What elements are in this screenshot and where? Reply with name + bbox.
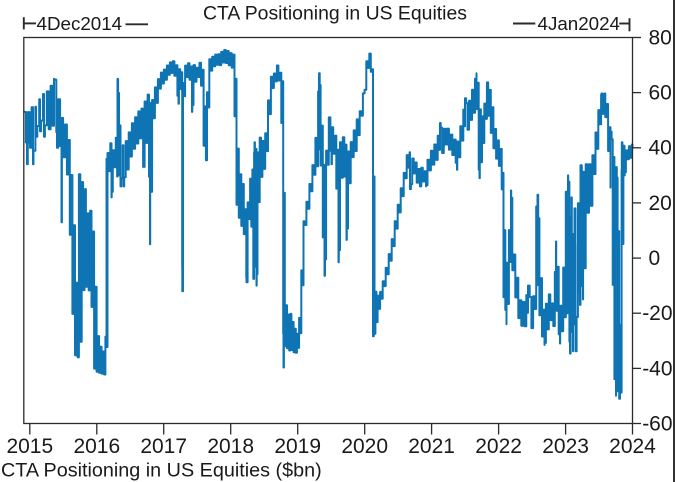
svg-text:4Dec2014: 4Dec2014 — [37, 13, 123, 34]
svg-text:2021: 2021 — [408, 435, 455, 458]
svg-text:2019: 2019 — [274, 435, 321, 458]
svg-text:2016: 2016 — [73, 435, 120, 458]
svg-text:0: 0 — [649, 247, 661, 270]
svg-text:20: 20 — [649, 192, 672, 215]
svg-text:80: 80 — [649, 26, 672, 49]
svg-text:CTA Positioning in US Equities: CTA Positioning in US Equities — [203, 4, 467, 25]
svg-text:2023: 2023 — [542, 435, 589, 458]
svg-text:4Jan2024: 4Jan2024 — [538, 13, 621, 34]
svg-text:CTA Positioning in US Equities: CTA Positioning in US Equities ($bn) — [1, 460, 322, 482]
svg-text:2015: 2015 — [6, 435, 53, 458]
svg-text:60: 60 — [649, 82, 672, 105]
svg-text:-60: -60 — [642, 412, 672, 435]
svg-text:-40: -40 — [642, 357, 672, 380]
svg-text:2024: 2024 — [609, 435, 656, 458]
svg-text:2020: 2020 — [341, 435, 388, 458]
svg-text:-20: -20 — [642, 302, 672, 325]
svg-text:2022: 2022 — [475, 435, 522, 458]
svg-text:2018: 2018 — [207, 435, 254, 458]
svg-text:2017: 2017 — [140, 435, 187, 458]
svg-text:40: 40 — [649, 137, 672, 160]
